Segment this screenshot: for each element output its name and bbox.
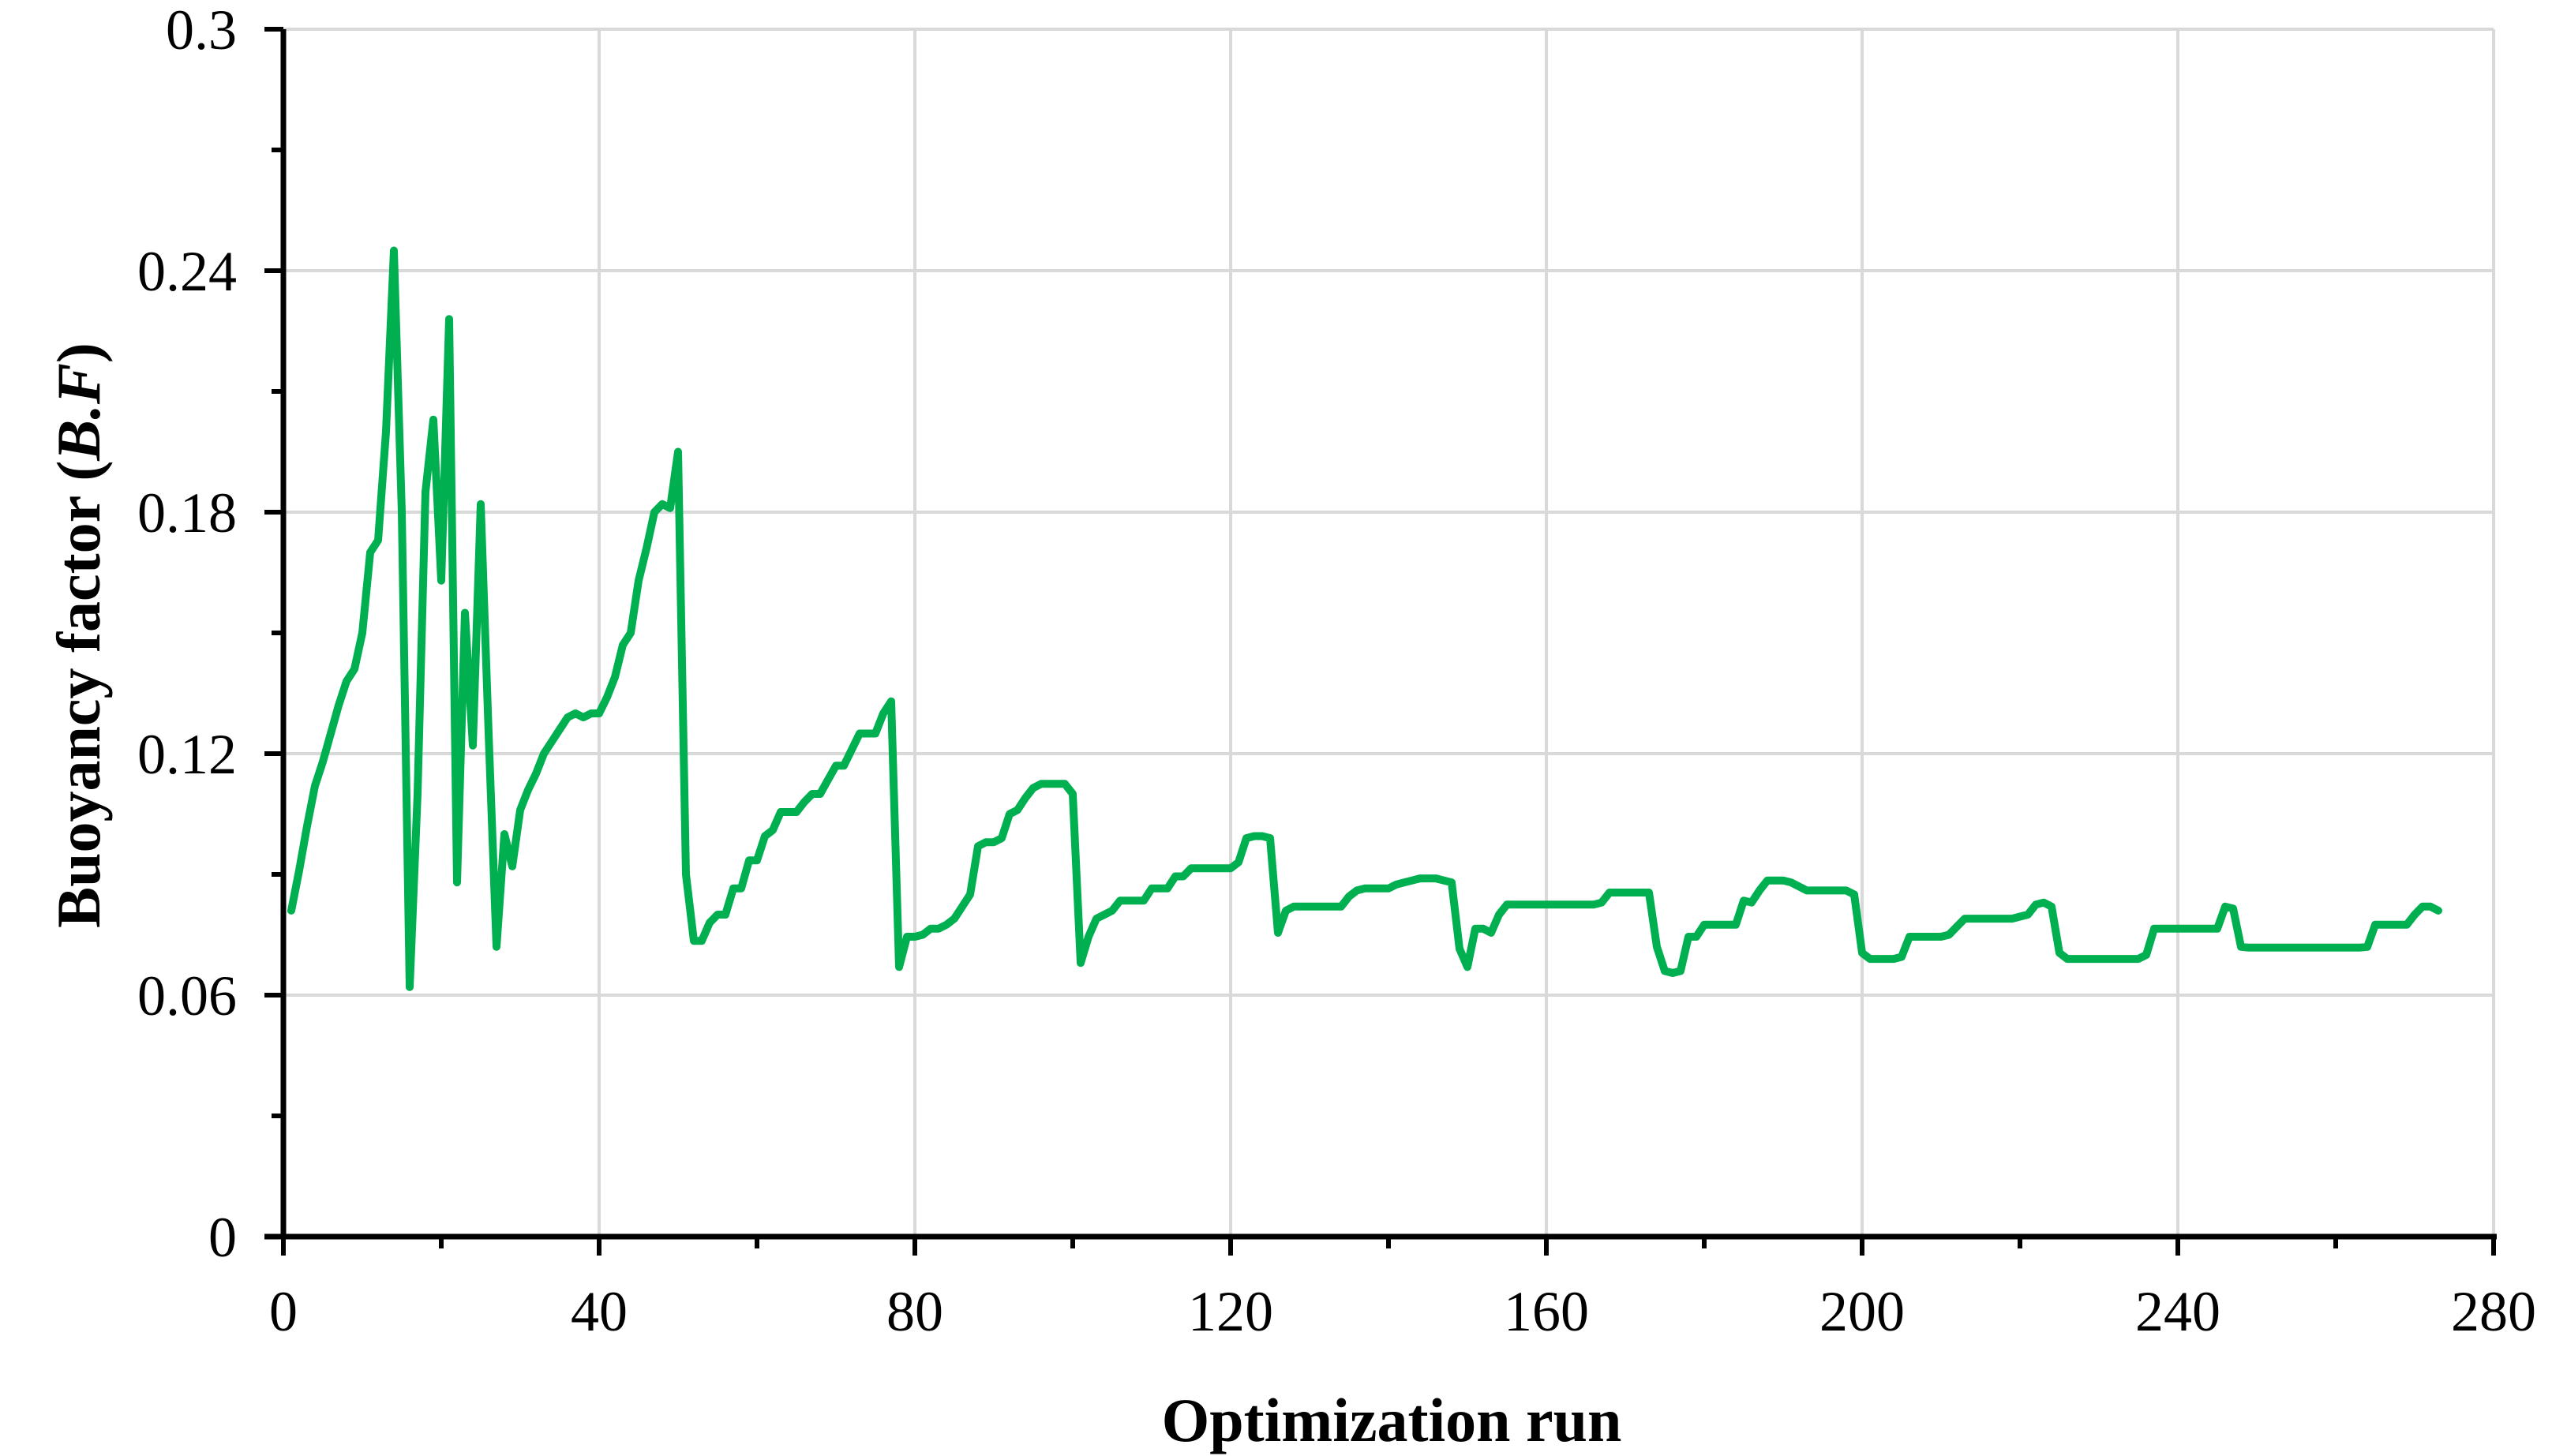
- y-tick-label: 0.12: [137, 723, 237, 786]
- x-tick-label: 200: [1819, 1280, 1905, 1343]
- y-tick-label: 0.18: [137, 481, 237, 545]
- x-tick-label: 120: [1188, 1280, 1273, 1343]
- y-tick-label: 0.24: [137, 240, 237, 303]
- y-axis-title-prefix: Buoyancy factor (: [44, 460, 113, 928]
- y-tick-label: 0.06: [137, 964, 237, 1027]
- x-tick-label: 160: [1504, 1280, 1589, 1343]
- series-line: [287, 246, 2442, 991]
- x-tick-label: 280: [2451, 1280, 2536, 1343]
- x-tick-label: 80: [886, 1280, 943, 1343]
- y-axis-title-suffix: ): [44, 342, 113, 364]
- y-axis-title-symbol: B.F: [44, 363, 113, 461]
- x-axis-title: Optimization run: [1161, 1386, 1622, 1454]
- y-axis-title: Buoyancy factor (B.F): [43, 342, 114, 928]
- y-tick-label: 0.3: [166, 0, 237, 62]
- x-tick-label: 40: [571, 1280, 628, 1343]
- x-tick-label: 0: [269, 1280, 298, 1343]
- y-tick-label: 0: [208, 1206, 237, 1269]
- x-tick-label: 240: [2135, 1280, 2220, 1343]
